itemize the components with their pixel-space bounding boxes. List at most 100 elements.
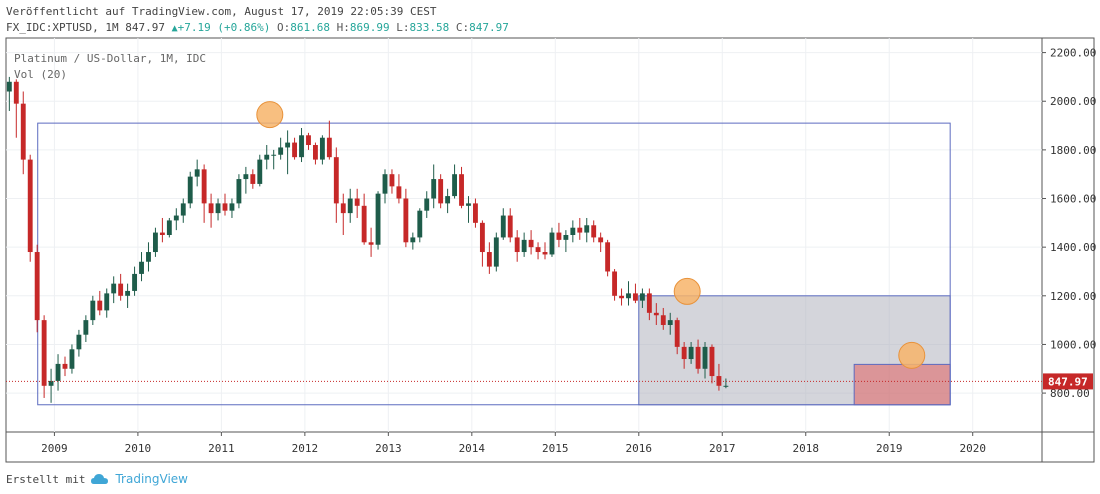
candle-body[interactable] — [709, 346, 715, 377]
candle-body[interactable] — [257, 159, 263, 184]
candle-body[interactable] — [424, 198, 430, 211]
candle-body[interactable] — [187, 176, 193, 204]
candle-body[interactable] — [417, 210, 423, 238]
candle-body[interactable] — [473, 203, 478, 223]
candle-body[interactable] — [619, 295, 624, 299]
price-axis[interactable]: 800.00 1000.00 1200.00 1400.00 1600.00 1800.0… — [1042, 47, 1096, 400]
candle-body[interactable] — [292, 142, 298, 158]
candle-body[interactable] — [250, 174, 256, 184]
candle-body[interactable] — [299, 135, 304, 158]
candle-body[interactable] — [556, 232, 562, 240]
candle-body[interactable] — [97, 300, 103, 311]
candle-body[interactable] — [76, 334, 82, 350]
candle-body[interactable] — [438, 179, 444, 204]
candle-body[interactable] — [69, 349, 75, 369]
candle-body[interactable] — [222, 203, 228, 211]
candle-body[interactable] — [577, 227, 583, 233]
candle-body[interactable] — [500, 215, 506, 238]
candle-body[interactable] — [626, 293, 631, 299]
candle-body[interactable] — [403, 198, 409, 243]
candle-body[interactable] — [570, 227, 576, 235]
candle-body[interactable] — [396, 186, 402, 199]
candle-body[interactable] — [605, 242, 611, 272]
candle-body[interactable] — [667, 320, 673, 325]
candle-body[interactable] — [48, 380, 54, 386]
candle-body[interactable] — [528, 239, 534, 248]
candle-body[interactable] — [493, 237, 499, 267]
candle-body[interactable] — [62, 363, 68, 369]
candle-body[interactable] — [243, 174, 249, 180]
candle-body[interactable] — [278, 147, 284, 155]
candle-body[interactable] — [271, 154, 277, 156]
candle-body[interactable] — [229, 203, 235, 211]
candle-body[interactable] — [166, 220, 172, 235]
candle-body[interactable] — [563, 235, 569, 240]
candle-body[interactable] — [688, 346, 694, 360]
candle-body[interactable] — [653, 312, 659, 316]
candle-body[interactable] — [716, 376, 722, 386]
candle-body[interactable] — [591, 225, 597, 238]
time-axis[interactable]: 2009 2010 2011 2012 2013 2014 2015 2016 2017 2018… — [41, 432, 986, 455]
candle-body[interactable] — [507, 215, 513, 238]
candle-body[interactable] — [445, 196, 451, 204]
candle-body[interactable] — [180, 203, 186, 216]
candles[interactable] — [6, 76, 729, 403]
candle-body[interactable] — [90, 300, 96, 321]
candle-body[interactable] — [118, 283, 124, 296]
candle-body[interactable] — [340, 203, 346, 214]
candle-body[interactable] — [410, 237, 416, 243]
candle-body[interactable] — [27, 159, 33, 253]
candle-body[interactable] — [361, 205, 367, 243]
candle-body[interactable] — [139, 261, 144, 274]
candle-body[interactable] — [34, 252, 40, 321]
candle-body[interactable] — [125, 290, 131, 296]
candle-body[interactable] — [159, 232, 165, 235]
candle-body[interactable] — [83, 320, 89, 335]
candle-body[interactable] — [41, 320, 47, 386]
candle-body[interactable] — [549, 232, 555, 255]
candle-body[interactable] — [194, 169, 200, 177]
tradingview-logo[interactable]: TradingView — [115, 472, 188, 486]
candle-body[interactable] — [660, 315, 666, 325]
candle-body[interactable] — [639, 293, 645, 301]
candle-body[interactable] — [306, 135, 311, 146]
candle-body[interactable] — [542, 252, 548, 255]
candle-body[interactable] — [264, 154, 270, 160]
candle-body[interactable] — [285, 142, 291, 148]
candle-body[interactable] — [535, 247, 541, 253]
candle-body[interactable] — [152, 232, 158, 253]
candle-body[interactable] — [326, 137, 332, 158]
candle-body[interactable] — [598, 237, 604, 243]
candle-body[interactable] — [452, 174, 458, 197]
candle-body[interactable] — [633, 293, 638, 301]
candle-body[interactable] — [514, 237, 520, 253]
candle-body[interactable] — [313, 145, 318, 160]
candle-body[interactable] — [584, 225, 590, 233]
candle-body[interactable] — [382, 174, 388, 194]
candle-body[interactable] — [55, 363, 61, 381]
candle-body[interactable] — [201, 169, 207, 204]
candle-body[interactable] — [695, 346, 701, 369]
candle-body[interactable] — [333, 157, 339, 204]
candle-body[interactable] — [104, 293, 110, 311]
candle-body[interactable] — [375, 193, 381, 245]
candle-body[interactable] — [674, 320, 680, 347]
candle-body[interactable] — [479, 222, 485, 253]
candle-body[interactable] — [215, 203, 221, 214]
candle-body[interactable] — [368, 242, 374, 245]
candle-body[interactable] — [431, 179, 437, 199]
candle-body[interactable] — [354, 198, 360, 206]
candle-body[interactable] — [459, 174, 464, 206]
candle-body[interactable] — [111, 283, 117, 294]
candle-body[interactable] — [681, 346, 687, 360]
candle-body[interactable] — [612, 271, 618, 296]
candle-body[interactable] — [146, 252, 151, 262]
candle-body[interactable] — [466, 203, 471, 206]
candle-body[interactable] — [208, 203, 214, 214]
candle-body[interactable] — [13, 81, 19, 104]
candle-body[interactable] — [20, 103, 26, 160]
candle-body[interactable] — [347, 198, 353, 214]
candle-body[interactable] — [521, 239, 527, 253]
candle-body[interactable] — [319, 137, 325, 160]
